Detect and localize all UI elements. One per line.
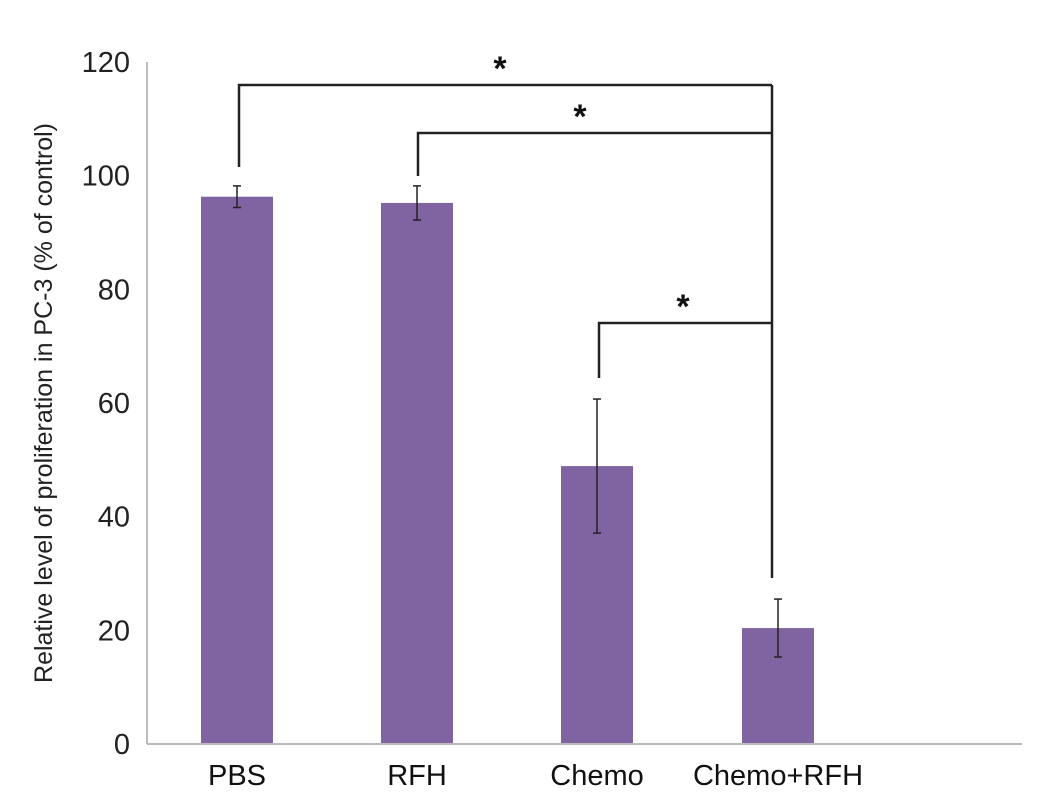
significance-star: * <box>493 50 507 88</box>
significance-brackets: * * * <box>237 50 774 578</box>
error-bars <box>233 185 782 658</box>
x-tick-label: Chemo+RFH <box>693 760 863 792</box>
bars <box>201 196 814 745</box>
x-tick-label: RFH <box>387 760 447 792</box>
x-tick-label: PBS <box>208 760 266 792</box>
significance-star: * <box>676 288 690 326</box>
bracket-line <box>597 321 772 378</box>
significance-bracket: * <box>597 288 772 378</box>
y-tick-label: 40 <box>98 502 130 534</box>
x-tick-label: Chemo <box>550 760 644 792</box>
y-tick-label: 20 <box>98 615 130 647</box>
significance-bracket: * <box>416 98 772 176</box>
bar-rfh <box>381 202 453 745</box>
y-axis-label: Relative level of proliferation in PC-3 … <box>30 123 58 683</box>
significance-bracket: * <box>237 50 772 167</box>
y-tick-label: 0 <box>114 729 130 761</box>
y-tick-label: 100 <box>82 161 130 193</box>
y-tick-labels: 0 20 40 60 80 100 120 <box>82 47 130 761</box>
y-tick-label: 60 <box>98 388 130 420</box>
significance-star: * <box>573 98 587 136</box>
bar-pbs <box>201 196 273 744</box>
y-tick-label: 120 <box>82 47 130 79</box>
bracket-line <box>237 83 772 167</box>
x-tick-labels: PBS RFH Chemo Chemo+RFH <box>208 760 863 792</box>
y-tick-label: 80 <box>98 274 130 306</box>
bracket-line <box>416 131 772 176</box>
